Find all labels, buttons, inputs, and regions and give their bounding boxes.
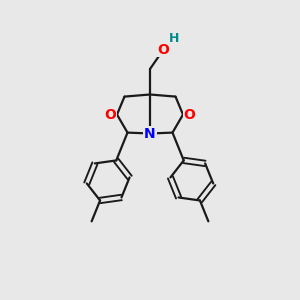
Text: H: H [169,32,179,45]
Text: O: O [158,43,169,56]
Text: O: O [104,108,116,122]
Text: O: O [184,108,196,122]
Text: N: N [144,127,156,140]
